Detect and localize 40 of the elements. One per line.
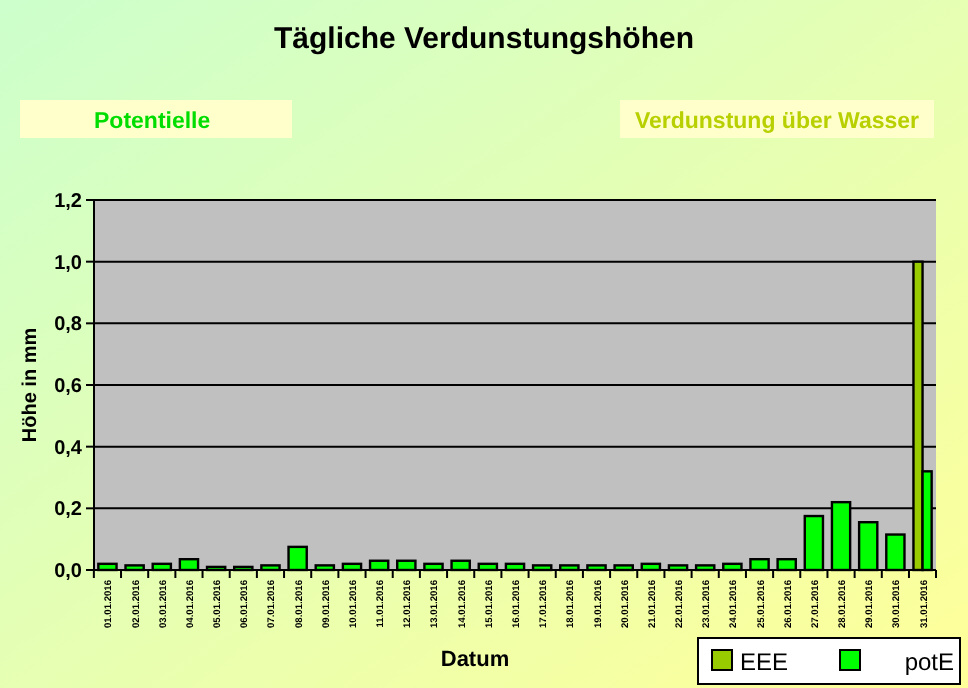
bar: [559, 564, 580, 572]
y-tick-label: 0,2: [54, 499, 83, 522]
bar: [368, 559, 390, 572]
bar: [341, 562, 363, 572]
bar: [586, 564, 607, 572]
legend-label: EEE: [740, 648, 789, 676]
text: Verdunstung über Wasser: [634, 110, 921, 134]
bar: [776, 558, 797, 572]
bar: [694, 564, 716, 572]
bar: [722, 562, 743, 572]
bar: [640, 562, 662, 572]
bar: [613, 564, 634, 572]
bar: [667, 564, 689, 572]
bar: [314, 564, 336, 572]
legend-label: potE: [904, 648, 954, 676]
bar: [423, 562, 444, 572]
y-tick-label: 0,8: [54, 314, 83, 337]
chart-title: Tägliche Verdunstungshöhen: [273, 22, 695, 56]
bar: [124, 564, 145, 572]
y-tick-label: 0,4: [54, 437, 83, 460]
bar: [396, 559, 417, 572]
bar: [450, 559, 471, 572]
bar: [749, 558, 770, 572]
bar: [477, 562, 499, 572]
bar: [531, 564, 553, 572]
text: Potentielle: [94, 110, 211, 134]
y-tick-label: 1,0: [54, 252, 83, 275]
y-tick-label: 0,6: [54, 376, 83, 398]
y-tick-label: 1,2: [54, 191, 83, 213]
bar: [803, 514, 825, 572]
bar: [504, 562, 526, 572]
bar: [885, 533, 906, 572]
bar: [287, 545, 308, 572]
x-axis-title: Datum: [440, 648, 510, 672]
y-axis-title: Höhe in mm: [20, 327, 42, 443]
bar: [260, 564, 281, 572]
bar: [178, 558, 200, 572]
bar: [151, 562, 173, 572]
y-tick-label: 0,0: [54, 561, 83, 583]
bar: [857, 521, 879, 572]
